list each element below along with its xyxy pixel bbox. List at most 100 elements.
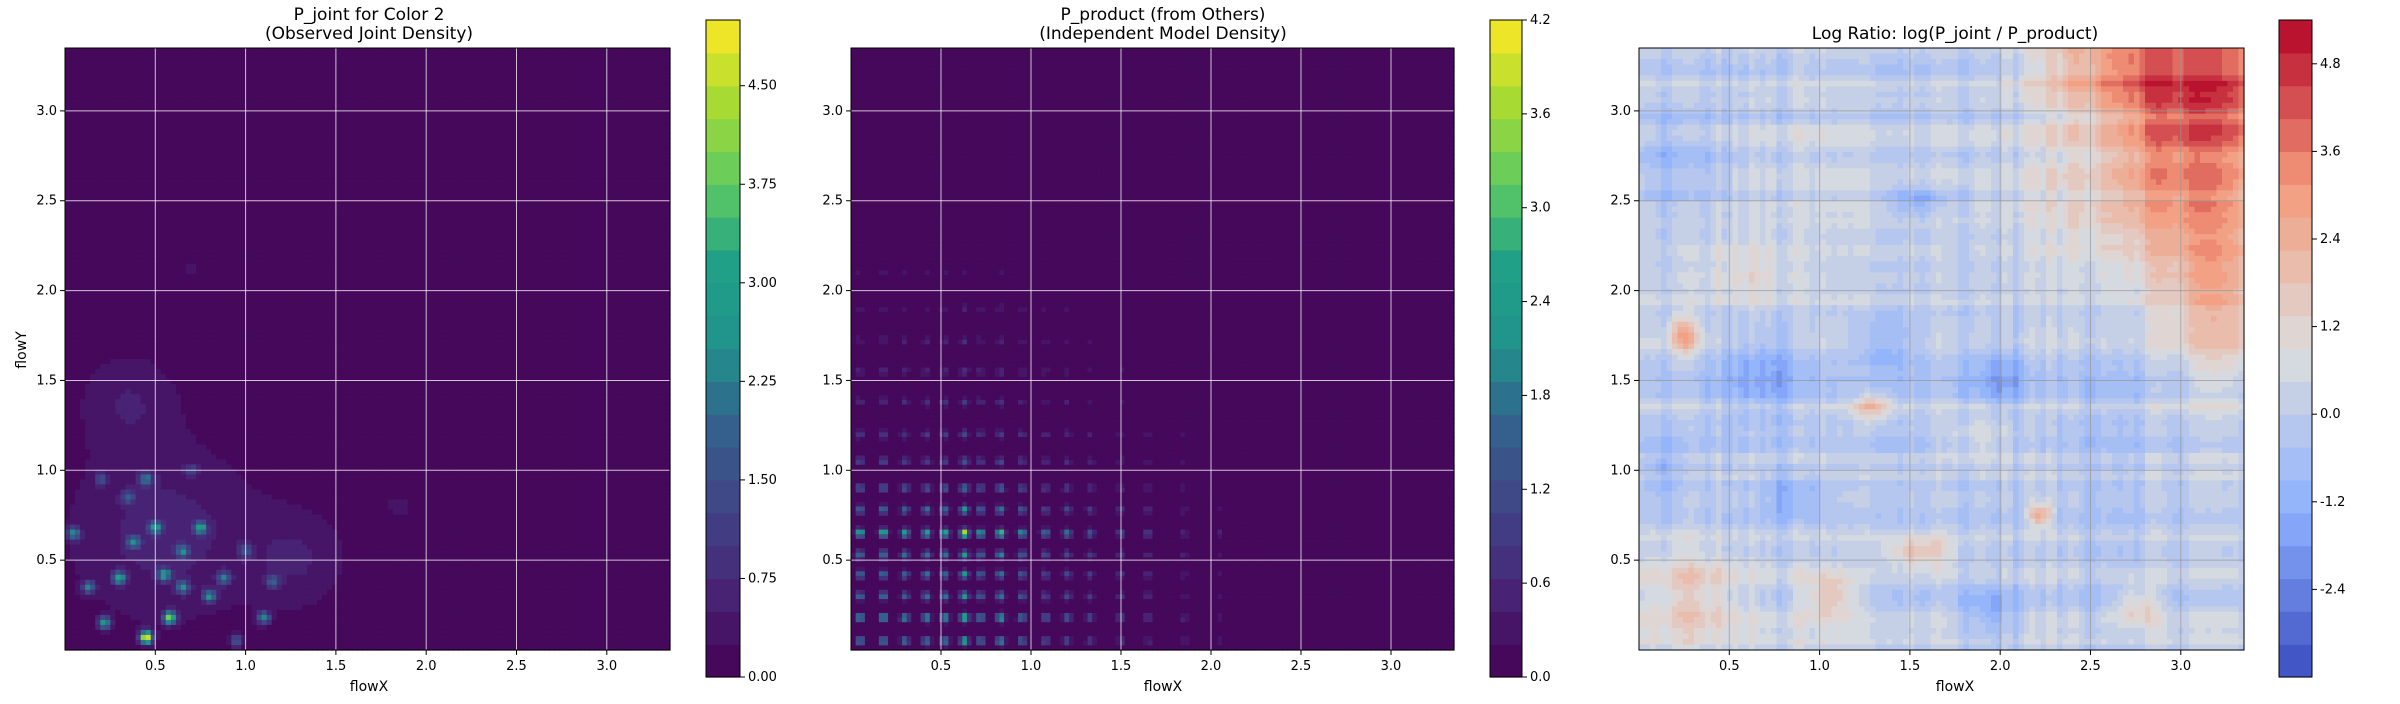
heatmap-cell [146, 148, 152, 154]
heatmap-cell [70, 289, 76, 295]
heatmap-cell [146, 640, 152, 646]
heatmap-cell [115, 540, 121, 546]
heatmap-cell [85, 133, 91, 139]
heatmap-cell [146, 73, 152, 79]
heatmap-cell [105, 580, 111, 586]
heatmap-cell [95, 143, 101, 149]
heatmap-cell [136, 48, 142, 54]
heatmap-cell [110, 520, 116, 526]
heatmap-cell [105, 178, 111, 184]
heatmap-cell [85, 199, 91, 205]
heatmap-cell [131, 214, 137, 220]
heatmap-cell [85, 404, 91, 410]
heatmap-cell [85, 610, 91, 616]
heatmap-cell [126, 209, 132, 215]
heatmap-cell [105, 173, 111, 179]
heatmap-cell [120, 264, 126, 270]
heatmap-cell [141, 640, 147, 646]
heatmap-cell [136, 635, 142, 641]
heatmap-cell [90, 193, 96, 199]
heatmap-cell [85, 123, 91, 129]
heatmap-cell [70, 439, 76, 445]
heatmap-cell [105, 209, 111, 215]
heatmap-cell [141, 178, 147, 184]
heatmap-cell [115, 404, 121, 410]
heatmap-cell [141, 254, 147, 260]
heatmap-cell [115, 464, 121, 470]
heatmap-cell [146, 128, 152, 134]
heatmap-cell [100, 244, 106, 250]
heatmap-cell [95, 128, 101, 134]
heatmap-cell [136, 505, 142, 511]
heatmap-cell [146, 369, 152, 375]
heatmap-cell [65, 188, 71, 194]
heatmap-cell [131, 314, 137, 320]
heatmap-cell [141, 93, 147, 99]
heatmap-cell [131, 93, 137, 99]
heatmap-cell [131, 479, 137, 485]
heatmap-cell [80, 399, 86, 405]
heatmap-cell [131, 555, 137, 561]
heatmap-cell [131, 73, 137, 79]
heatmap-cell [105, 555, 111, 561]
heatmap-cell [80, 204, 86, 210]
heatmap-cell [85, 575, 91, 581]
heatmap-cell [95, 168, 101, 174]
heatmap-cell [115, 434, 121, 440]
heatmap-cell [105, 214, 111, 220]
heatmap-cell [100, 309, 106, 315]
heatmap-cell [120, 515, 126, 521]
heatmap-cell [146, 434, 152, 440]
heatmap-cell [75, 379, 81, 385]
heatmap-cell [110, 399, 116, 405]
heatmap-cell [136, 199, 142, 205]
heatmap-cell [105, 535, 111, 541]
heatmap-cell [131, 404, 137, 410]
heatmap-cell [105, 595, 111, 601]
heatmap-cell [75, 58, 81, 64]
heatmap-cell [126, 83, 132, 89]
heatmap-cell [70, 635, 76, 641]
heatmap-cell [146, 249, 152, 255]
heatmap-cell [115, 359, 121, 365]
heatmap-cell [80, 339, 86, 345]
heatmap-cell [90, 334, 96, 340]
heatmap-cell [95, 489, 101, 495]
heatmap-cell [70, 279, 76, 285]
panel-joint-density: P_joint for Color 2 (Observed Joint Dens… [14, 5, 777, 695]
heatmap-cell [105, 525, 111, 531]
heatmap-cell [136, 299, 142, 305]
heatmap-cell [75, 464, 81, 470]
heatmap-cell [90, 434, 96, 440]
heatmap-cell [126, 550, 132, 556]
heatmap-cell [65, 93, 71, 99]
heatmap-cell [85, 424, 91, 430]
heatmap-cell [70, 545, 76, 551]
heatmap-cell [120, 449, 126, 455]
heatmap-cell [85, 68, 91, 74]
heatmap-cell [115, 188, 121, 194]
heatmap-cell [110, 294, 116, 300]
heatmap-cell [70, 625, 76, 631]
heatmap-cell [90, 284, 96, 290]
heatmap-cell [115, 489, 121, 495]
heatmap-cell [126, 479, 132, 485]
heatmap-cell [90, 489, 96, 495]
heatmap-cell [80, 78, 86, 84]
heatmap-cell [80, 379, 86, 385]
heatmap-cell [120, 605, 126, 611]
heatmap-cell [131, 103, 137, 109]
heatmap-cell [80, 113, 86, 119]
heatmap-cell [80, 464, 86, 470]
heatmap-cell [131, 113, 137, 119]
heatmap-cell [141, 464, 147, 470]
heatmap-cell [105, 53, 111, 59]
heatmap-cell [80, 304, 86, 310]
heatmap-cell [141, 610, 147, 616]
heatmap-cell [110, 188, 116, 194]
heatmap-cell [80, 414, 86, 420]
heatmap-cell [100, 615, 106, 621]
heatmap-cell [90, 399, 96, 405]
heatmap-cell [80, 73, 86, 79]
heatmap-cell [95, 414, 101, 420]
